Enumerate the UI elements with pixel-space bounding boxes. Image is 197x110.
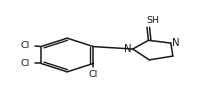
Text: SH: SH xyxy=(146,16,159,25)
Text: Cl: Cl xyxy=(21,59,30,68)
Text: N: N xyxy=(124,44,131,54)
Text: Cl: Cl xyxy=(89,70,98,79)
Text: N: N xyxy=(172,38,180,48)
Text: Cl: Cl xyxy=(21,41,30,50)
